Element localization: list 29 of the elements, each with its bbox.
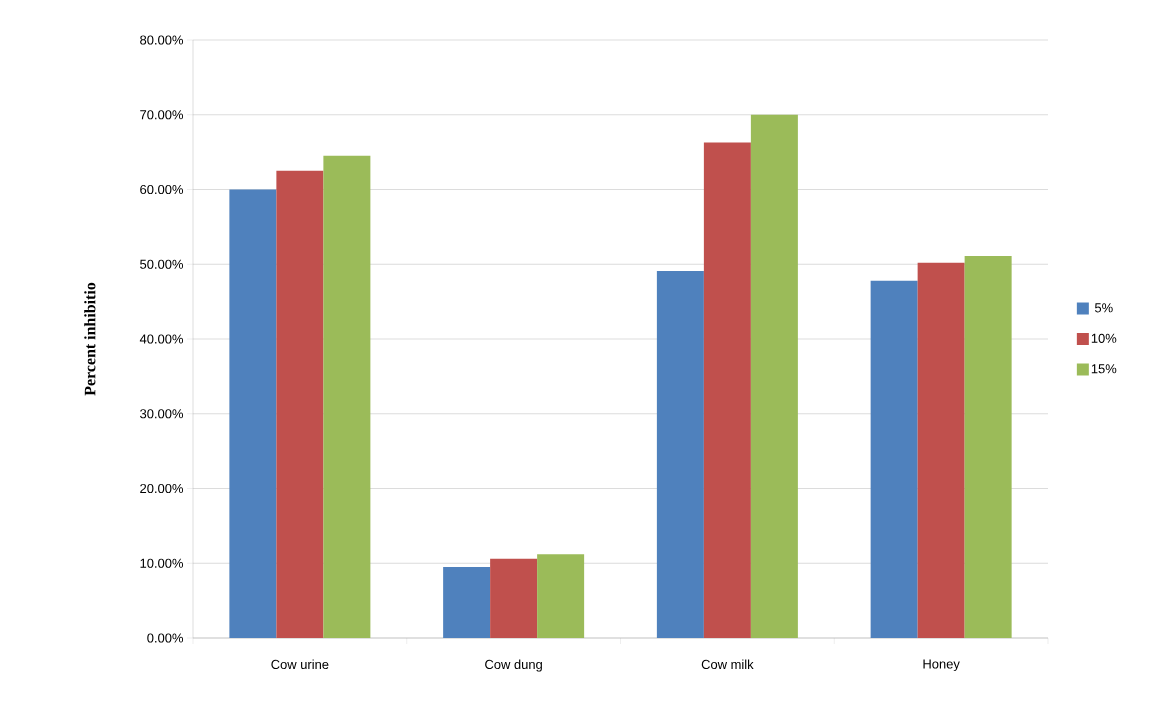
bar [323,155,371,638]
bar [490,558,538,638]
x-tick-label: Cow dung [485,659,542,672]
bar [537,554,585,638]
y-tick-label: 40.00% [139,334,184,344]
y-axis-title: Percent inhibitio [84,282,96,396]
legend-label: 5% [1094,303,1113,313]
bar [443,566,491,638]
bar [917,262,965,638]
x-tick-label: Cow milk [701,659,754,670]
bar [750,114,798,638]
bar [656,270,704,638]
y-tick-label: 0.00% [147,633,184,643]
bar [870,280,918,638]
y-tick-label: 10.00% [140,558,184,568]
bar [229,189,277,638]
y-tick-label: 60.00% [140,184,184,195]
x-tick-label: Honey [923,659,960,672]
y-tick-label: 30.00% [140,409,184,419]
y-tick-label: 70.00% [140,110,184,120]
bar [703,142,751,638]
y-tick-label: 20.00% [140,483,184,494]
legend-label: 15% [1091,364,1117,374]
y-tick-label: 80.00% [140,35,184,45]
x-tick-label: Cow urine [271,659,329,670]
bar [964,256,1012,638]
bar [276,170,324,638]
legend-label: 10% [1091,333,1117,343]
y-tick-label: 50.00% [140,259,184,269]
